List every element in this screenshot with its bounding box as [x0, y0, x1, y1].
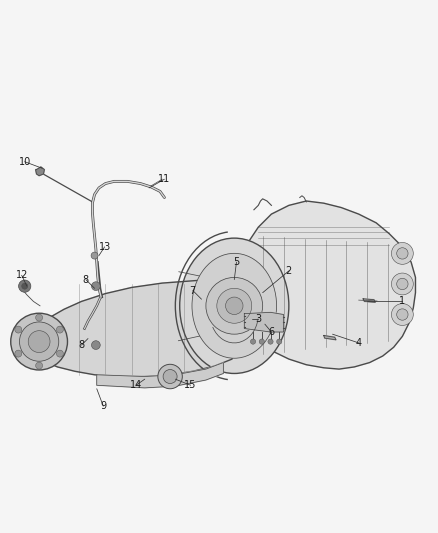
Circle shape [259, 339, 265, 344]
Polygon shape [244, 312, 284, 332]
Text: 7: 7 [190, 286, 196, 295]
Circle shape [277, 339, 282, 344]
Circle shape [21, 283, 28, 289]
Circle shape [92, 341, 100, 350]
Text: 1: 1 [399, 296, 406, 306]
Text: 8: 8 [78, 340, 85, 350]
Circle shape [163, 369, 177, 384]
Text: 2: 2 [286, 266, 292, 276]
Text: 11: 11 [158, 174, 170, 184]
Circle shape [18, 280, 31, 292]
Circle shape [28, 330, 50, 352]
Circle shape [15, 326, 22, 333]
Text: 10: 10 [18, 157, 31, 167]
Polygon shape [35, 167, 44, 176]
Circle shape [392, 304, 413, 326]
Text: 9: 9 [100, 401, 106, 411]
Circle shape [392, 273, 413, 295]
Circle shape [19, 322, 59, 361]
Text: 8: 8 [83, 274, 89, 285]
Circle shape [251, 339, 256, 344]
Circle shape [92, 282, 100, 290]
Circle shape [226, 297, 243, 314]
Polygon shape [29, 280, 235, 376]
Text: 14: 14 [130, 380, 142, 390]
Circle shape [397, 278, 408, 289]
Circle shape [392, 243, 413, 264]
Circle shape [15, 350, 22, 357]
Text: 6: 6 [268, 327, 275, 337]
Text: 13: 13 [99, 242, 111, 252]
Circle shape [35, 362, 42, 369]
Text: 5: 5 [233, 257, 240, 267]
Circle shape [397, 248, 408, 259]
Circle shape [91, 252, 98, 259]
Ellipse shape [192, 253, 276, 358]
Circle shape [35, 314, 42, 321]
Ellipse shape [180, 238, 289, 374]
Circle shape [11, 313, 67, 370]
Circle shape [397, 309, 408, 320]
Polygon shape [237, 201, 416, 369]
Circle shape [57, 350, 64, 357]
Circle shape [217, 288, 252, 323]
Text: 4: 4 [356, 338, 362, 348]
Text: 15: 15 [184, 380, 197, 390]
Circle shape [268, 339, 273, 344]
Circle shape [206, 277, 263, 334]
Text: 12: 12 [15, 270, 28, 280]
Circle shape [158, 364, 182, 389]
Text: 3: 3 [255, 314, 261, 324]
Polygon shape [324, 335, 336, 340]
Circle shape [57, 326, 64, 333]
Polygon shape [97, 362, 223, 388]
Polygon shape [363, 299, 375, 302]
